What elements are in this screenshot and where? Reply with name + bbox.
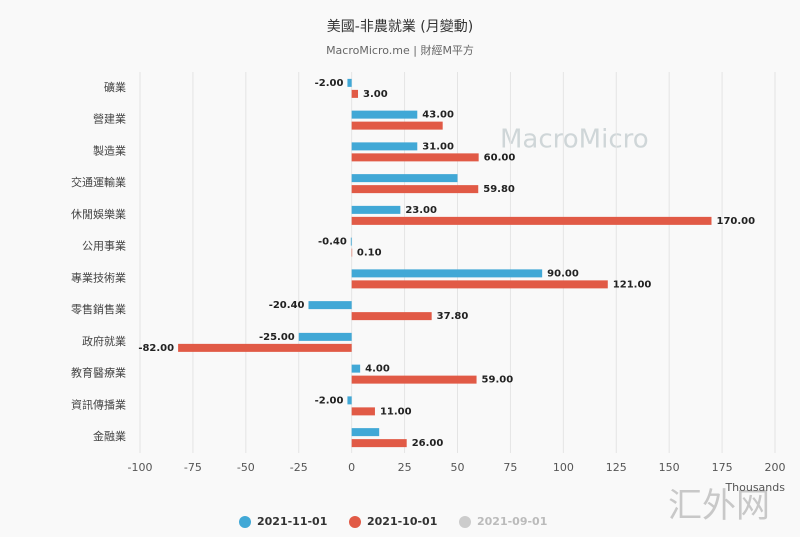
bar bbox=[298, 332, 352, 341]
data-label: 90.00 bbox=[547, 268, 579, 279]
legend-marker bbox=[239, 516, 251, 528]
data-label: 170.00 bbox=[717, 216, 756, 227]
x-tick-label: 25 bbox=[398, 461, 412, 474]
legend-label: 2021-11-01 bbox=[257, 515, 327, 528]
bar bbox=[351, 205, 401, 214]
watermark: MacroMicro bbox=[500, 125, 649, 155]
y-tick-label: 零售銷售業 bbox=[71, 302, 126, 316]
data-label: -82.00 bbox=[138, 343, 174, 354]
data-label: 43.00 bbox=[422, 110, 454, 121]
y-tick-label: 公用事業 bbox=[82, 240, 126, 253]
y-tick-label: 政府就業 bbox=[82, 334, 126, 348]
bar bbox=[351, 185, 479, 194]
x-tick-label: 100 bbox=[553, 461, 574, 474]
bar bbox=[351, 280, 608, 289]
chart-subtitle: MacroMicro.me | 財經M平方 bbox=[326, 43, 474, 57]
x-tick-label: -25 bbox=[290, 461, 308, 474]
chart-title: 美國-非農就業 (月變動) bbox=[327, 19, 473, 35]
data-label: 31.00 bbox=[422, 141, 454, 152]
bar bbox=[351, 110, 418, 119]
data-label: -2.00 bbox=[315, 395, 344, 406]
data-label: 11.00 bbox=[380, 406, 412, 417]
x-axis-label: Thousands bbox=[724, 481, 785, 494]
data-label: 37.80 bbox=[437, 311, 469, 322]
bar bbox=[351, 248, 353, 257]
bar bbox=[351, 375, 477, 384]
corner-watermark: 汇外网 bbox=[668, 486, 770, 526]
y-tick-label: 教育醫療業 bbox=[71, 366, 126, 380]
x-tick-label: 200 bbox=[765, 461, 786, 474]
bar bbox=[351, 312, 432, 321]
bar bbox=[178, 343, 352, 352]
bar bbox=[351, 121, 443, 130]
data-label: 4.00 bbox=[365, 364, 390, 375]
y-tick-label: 金融業 bbox=[93, 429, 126, 443]
data-label: 23.00 bbox=[405, 205, 437, 216]
bar bbox=[351, 216, 712, 225]
data-label: -0.40 bbox=[318, 237, 347, 248]
data-label: -25.00 bbox=[259, 332, 295, 343]
bar bbox=[351, 269, 543, 278]
legend-label: 2021-10-01 bbox=[367, 515, 437, 528]
bar bbox=[351, 153, 479, 162]
data-label: 59.80 bbox=[483, 184, 515, 195]
x-tick-label: 175 bbox=[712, 461, 733, 474]
y-tick-label: 交通運輸業 bbox=[71, 175, 126, 189]
y-tick-label: 製造業 bbox=[93, 143, 126, 157]
x-tick-label: 50 bbox=[451, 461, 465, 474]
x-tick-label: -50 bbox=[237, 461, 255, 474]
bar bbox=[351, 428, 380, 437]
y-tick-label: 休閒娛樂業 bbox=[71, 207, 126, 221]
x-tick-label: 0 bbox=[348, 461, 355, 474]
legend-marker bbox=[459, 516, 471, 528]
bar bbox=[308, 301, 352, 310]
bar bbox=[351, 89, 359, 98]
data-label: 59.00 bbox=[482, 375, 514, 386]
y-tick-label: 資訊傳播業 bbox=[71, 397, 126, 411]
data-label: 3.00 bbox=[363, 89, 388, 100]
y-tick-label: 營建業 bbox=[93, 112, 126, 126]
bar bbox=[347, 396, 352, 405]
data-label: -20.40 bbox=[269, 300, 305, 311]
bar bbox=[351, 364, 361, 373]
data-label: 60.00 bbox=[484, 152, 516, 163]
bar bbox=[351, 439, 407, 448]
bar bbox=[351, 174, 458, 183]
bar bbox=[351, 407, 375, 416]
legend-marker bbox=[349, 516, 361, 528]
y-tick-label: 專業技術業 bbox=[71, 271, 126, 284]
data-label: -2.00 bbox=[315, 78, 344, 89]
bar bbox=[347, 78, 352, 87]
x-tick-label: 150 bbox=[659, 461, 680, 474]
data-label: 26.00 bbox=[412, 438, 444, 449]
x-tick-label: 75 bbox=[503, 461, 517, 474]
data-label: 121.00 bbox=[613, 279, 652, 290]
y-tick-label: 礦業 bbox=[104, 80, 126, 94]
x-tick-label: 125 bbox=[606, 461, 627, 474]
x-tick-label: -100 bbox=[128, 461, 153, 474]
bar bbox=[351, 142, 418, 151]
x-tick-label: -75 bbox=[184, 461, 202, 474]
data-label: 0.10 bbox=[357, 248, 382, 259]
legend-label: 2021-09-01 bbox=[477, 515, 547, 528]
bar bbox=[350, 237, 352, 246]
